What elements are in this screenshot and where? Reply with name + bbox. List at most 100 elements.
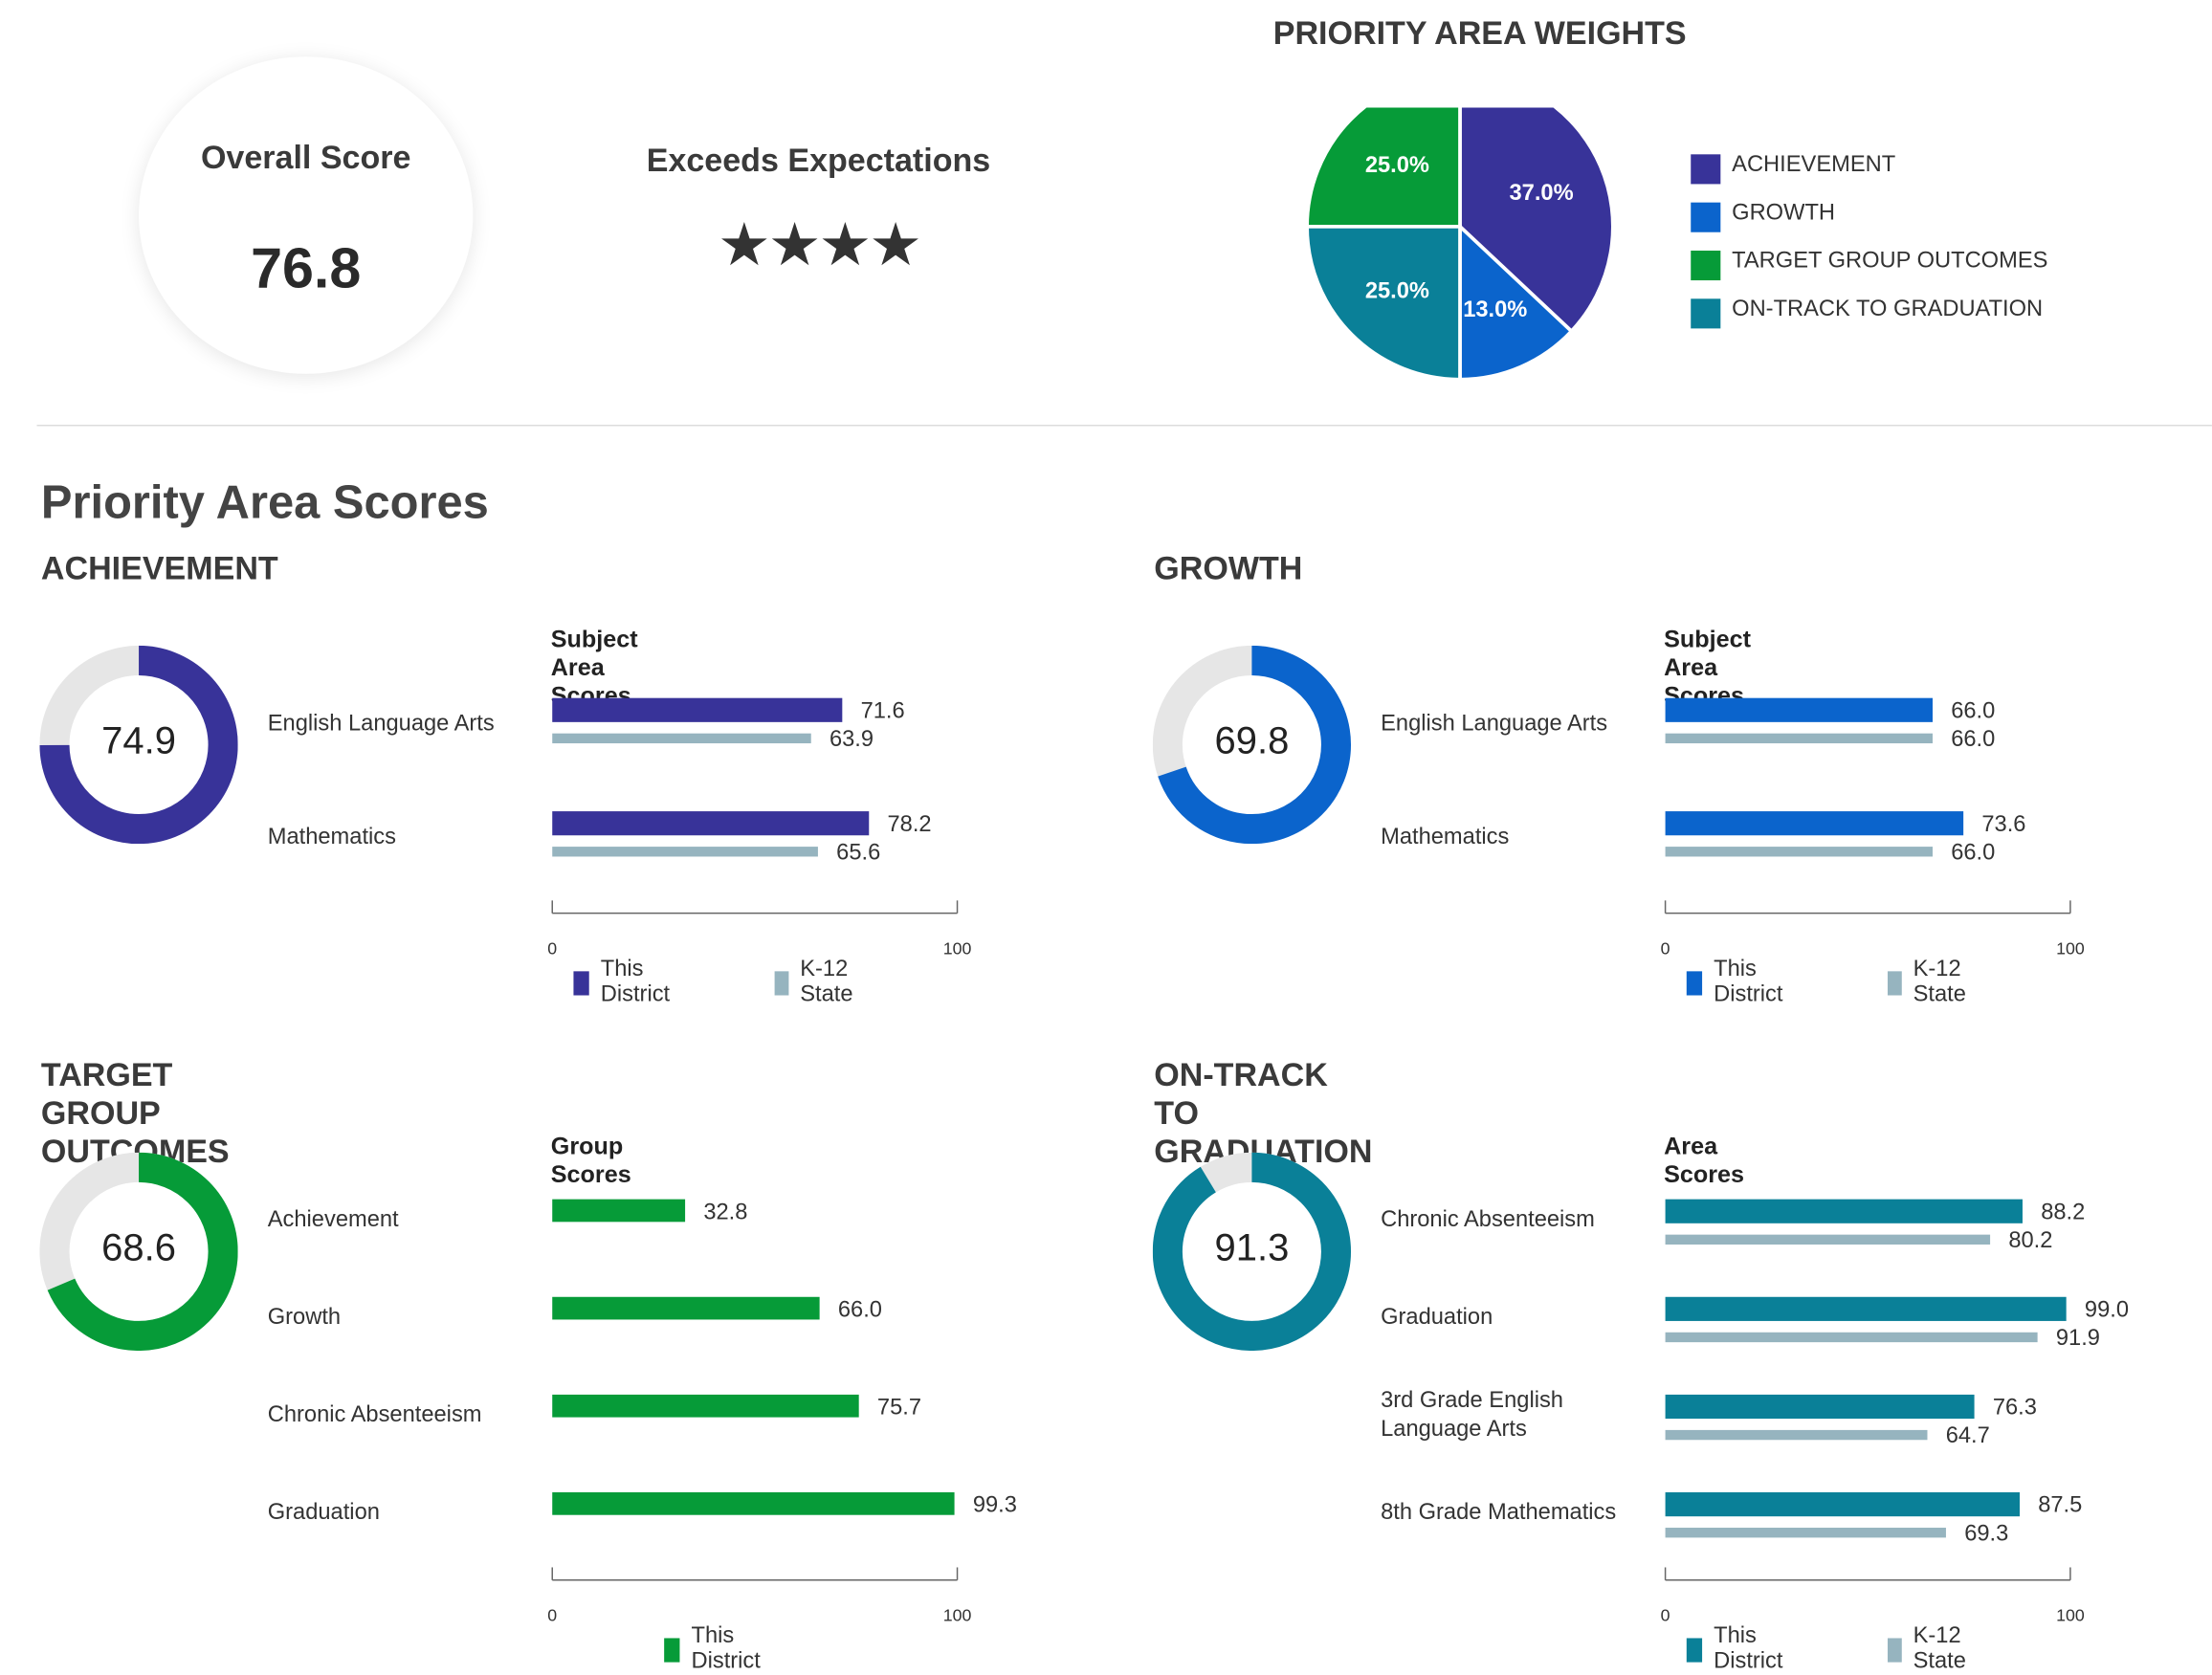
donut-ring — [1152, 645, 1352, 845]
donut-ring — [39, 645, 238, 845]
donut-score-value: 74.9 — [101, 718, 176, 762]
bar-this-district — [1665, 1199, 2023, 1223]
pie-slice-label: 37.0% — [1510, 181, 1574, 206]
donut-ring — [1152, 1152, 1352, 1352]
pie-slice-label: 25.0% — [1365, 153, 1429, 178]
pie-slice-label: 13.0% — [1463, 298, 1527, 322]
legend-swatch — [1691, 250, 1721, 281]
category-label: Mathematics — [1381, 825, 1510, 850]
bar-k12-state — [552, 733, 811, 744]
donut-score-arc — [1152, 645, 1352, 845]
bar-this-district — [1665, 1394, 1975, 1420]
panel-title: GROWTH — [1154, 549, 1303, 586]
bar-chart-title: Group Scores — [550, 1133, 631, 1188]
legend-swatch — [1686, 1637, 1703, 1662]
category-label: Chronic Absenteeism — [267, 1402, 482, 1427]
x-axis-tick-label: 0 — [547, 939, 557, 959]
category-label: Graduation — [267, 1500, 380, 1526]
legend-swatch — [1686, 970, 1703, 995]
legend-swatch — [573, 970, 589, 995]
x-axis-tick-label: 100 — [943, 1606, 972, 1625]
pie-legend-item: ON-TRACK TO GRADUATION — [1691, 298, 2047, 345]
legend-this-district: This District — [1686, 1623, 1791, 1675]
bar-value-label: 69.3 — [1964, 1521, 2008, 1546]
legend-label: K-12 State — [1913, 957, 1966, 1007]
bar-k12-state — [552, 847, 818, 857]
bar-value-label: 66.0 — [1951, 840, 1995, 865]
bar-value-label: 76.3 — [1993, 1396, 2037, 1421]
legend-label: This District — [691, 1623, 761, 1674]
x-axis-tick-label: 100 — [2056, 939, 2085, 959]
bar-value-label: 63.9 — [830, 727, 874, 752]
legend-swatch — [1887, 970, 1902, 995]
legend-k12-state: K-12 State — [774, 958, 863, 1008]
score-donut: 68.6 — [39, 1152, 238, 1352]
bar-value-label: 91.9 — [2056, 1326, 2100, 1351]
bar-k12-state — [1665, 847, 1933, 857]
bar-this-district — [1665, 811, 1964, 836]
legend-k12-state: K-12 State — [1887, 957, 1976, 1008]
bar-this-district — [1665, 1492, 2020, 1517]
legend-swatch — [1691, 298, 1721, 329]
donut-ring — [39, 1152, 238, 1352]
bar-value-label: 73.6 — [1981, 812, 2025, 837]
bar-chart-title: Area Scores — [1664, 1133, 1745, 1188]
legend-k12-state: K-12 State — [1887, 1623, 1976, 1675]
pie-slice-label: 25.0% — [1365, 278, 1429, 303]
category-label: Growth — [267, 1305, 342, 1330]
bar-this-district — [552, 1296, 820, 1320]
bar-value-label: 78.2 — [888, 812, 932, 837]
category-label: Mathematics — [267, 825, 396, 850]
donut-score-value: 68.6 — [101, 1225, 176, 1269]
category-label: English Language Arts — [267, 712, 495, 737]
bar-k12-state — [1665, 1332, 2038, 1343]
pie-legend-label: ACHIEVEMENT — [1732, 152, 1896, 178]
star-rating-icon: ★★★★ — [717, 210, 922, 278]
legend-label: This District — [1714, 957, 1783, 1007]
donut-score-arc — [1152, 1152, 1352, 1352]
legend-this-district: This District — [1686, 957, 1791, 1008]
category-label: English Language Arts — [1381, 712, 1608, 737]
bar-value-label: 32.8 — [703, 1200, 747, 1224]
score-donut: 69.8 — [1152, 645, 1352, 845]
bar-value-label: 87.5 — [2038, 1493, 2082, 1518]
bar-value-label: 66.0 — [838, 1297, 882, 1322]
bar-chart-title: Subject Area Scores — [550, 626, 638, 710]
pie-legend-label: ON-TRACK TO GRADUATION — [1732, 297, 2044, 321]
x-axis-tick-label: 100 — [2056, 1606, 2085, 1625]
pie-slice-target-group-outcomes — [1305, 107, 1462, 229]
legend-label: This District — [600, 957, 671, 1007]
donut-score-arc — [39, 1152, 238, 1352]
legend-label: This District — [1714, 1623, 1783, 1674]
overall-score-title: Overall Score — [200, 139, 411, 176]
bar-value-label: 65.6 — [836, 840, 880, 865]
pie-slice-achievement — [1458, 107, 1615, 334]
score-donut: 91.3 — [1152, 1152, 1352, 1352]
pie-legend-item: GROWTH — [1691, 201, 2047, 249]
bar-k12-state — [1665, 1234, 1991, 1245]
legend-swatch — [1887, 1637, 1902, 1662]
bar-this-district — [552, 1492, 955, 1515]
section-divider — [36, 425, 2212, 427]
category-label: 3rd Grade English Language Arts — [1381, 1388, 1563, 1442]
overall-score-value: 76.8 — [251, 237, 362, 300]
weights-pie-title: PRIORITY AREA WEIGHTS — [1272, 13, 1687, 52]
legend-label: K-12 State — [1913, 1623, 1966, 1674]
bar-value-label: 75.7 — [877, 1396, 921, 1421]
score-donut: 74.9 — [39, 645, 238, 845]
overall-score-card: Overall Score 76.8 — [139, 56, 474, 374]
category-label: Graduation — [1381, 1305, 1493, 1330]
bar-k12-state — [1665, 733, 1933, 744]
category-label: 8th Grade Mathematics — [1381, 1500, 1617, 1526]
category-label: Chronic Absenteeism — [1381, 1207, 1595, 1232]
x-axis-tick-label: 0 — [1661, 939, 1670, 959]
pie-slice-on-track-to-graduation — [1305, 224, 1462, 382]
bar-value-label: 66.0 — [1951, 698, 1995, 723]
legend-swatch — [1691, 154, 1721, 185]
donut-score-value: 69.8 — [1214, 718, 1290, 762]
bar-value-label: 99.0 — [2085, 1297, 2129, 1322]
bar-this-district — [552, 1199, 686, 1223]
bar-k12-state — [1665, 1528, 1946, 1538]
weights-pie-legend: ACHIEVEMENT GROWTH TARGET GROUP OUTCOMES ON… — [1691, 153, 2047, 345]
